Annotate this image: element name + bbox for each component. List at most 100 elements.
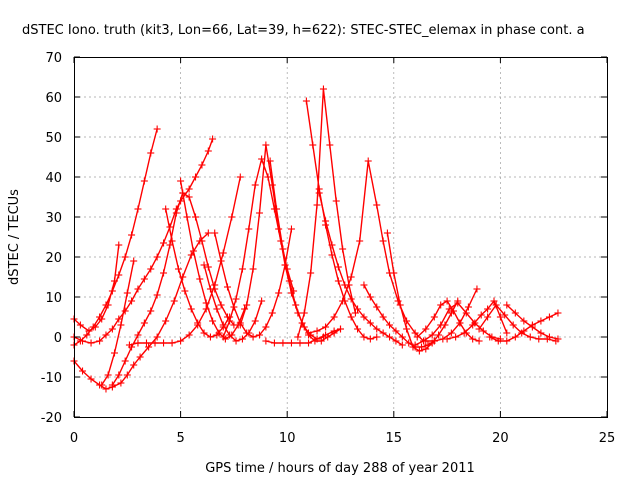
data-point-marker — [392, 327, 400, 335]
data-point-marker — [454, 299, 462, 307]
data-point-marker — [243, 301, 251, 309]
data-point-marker — [287, 339, 295, 347]
series-18-line — [318, 192, 403, 346]
data-point-marker — [76, 321, 84, 329]
data-point-marker — [211, 281, 219, 289]
data-point-marker — [373, 325, 381, 333]
data-point-marker — [142, 339, 150, 347]
data-point-marker — [213, 305, 221, 313]
data-point-marker — [209, 135, 217, 143]
data-point-marker — [160, 269, 168, 277]
data-point-marker — [285, 277, 293, 285]
data-point-marker — [537, 329, 545, 337]
data-point-marker — [490, 297, 498, 305]
data-point-marker — [232, 295, 240, 303]
data-point-marker — [79, 367, 87, 375]
data-point-marker — [386, 333, 394, 341]
data-point-marker — [160, 239, 168, 247]
data-point-marker — [296, 339, 304, 347]
data-point-marker — [198, 161, 206, 169]
data-point-marker — [117, 321, 125, 329]
data-point-marker — [262, 337, 270, 345]
data-point-marker — [130, 257, 138, 265]
data-point-marker — [162, 205, 170, 213]
data-point-marker — [200, 329, 208, 337]
data-point-marker — [117, 379, 125, 387]
data-point-marker — [469, 335, 477, 343]
data-point-marker — [554, 309, 562, 317]
data-point-marker — [104, 301, 112, 309]
data-point-marker — [147, 265, 155, 273]
data-point-marker — [396, 301, 404, 309]
data-point-marker — [130, 361, 138, 369]
data-point-marker — [185, 193, 193, 201]
data-point-marker — [449, 307, 457, 315]
x-axis-label: GPS time / hours of day 288 of year 2011 — [205, 461, 475, 476]
data-point-marker — [422, 337, 430, 345]
data-point-marker — [302, 97, 310, 105]
data-point-marker — [115, 241, 123, 249]
data-point-marker — [123, 289, 131, 297]
data-point-marker — [313, 335, 321, 343]
data-point-marker — [104, 371, 112, 379]
data-point-marker — [204, 147, 212, 155]
data-point-marker — [174, 265, 182, 273]
x-tick-labels: 0 5 10 15 20 25 — [70, 431, 615, 446]
data-point-marker — [452, 333, 460, 341]
data-point-marker — [251, 317, 259, 325]
data-point-marker — [398, 333, 406, 341]
data-point-marker — [172, 209, 180, 217]
data-point-marker — [200, 261, 208, 269]
data-point-marker — [366, 335, 374, 343]
data-point-marker — [115, 371, 123, 379]
data-point-marker — [511, 309, 519, 317]
data-point-marker — [123, 371, 131, 379]
data-point-marker — [238, 265, 246, 273]
data-point-marker — [484, 305, 492, 313]
data-point-marker — [328, 241, 336, 249]
data-point-marker — [366, 293, 374, 301]
data-point-marker — [128, 297, 136, 305]
data-point-marker — [91, 323, 99, 331]
data-point-marker — [219, 249, 227, 257]
data-point-marker — [330, 327, 338, 335]
series-3-line — [73, 138, 214, 344]
data-point-marker — [373, 201, 381, 209]
data-point-marker — [411, 329, 419, 337]
data-point-marker — [192, 213, 200, 221]
data-point-marker — [121, 307, 129, 315]
data-point-marker — [115, 315, 123, 323]
data-point-marker — [87, 375, 95, 383]
x-tick-label: 15 — [386, 431, 403, 446]
data-series — [70, 85, 562, 393]
data-point-marker — [430, 337, 438, 345]
data-point-marker — [268, 181, 276, 189]
data-point-marker — [422, 345, 430, 353]
data-point-marker — [236, 321, 244, 329]
data-point-marker — [443, 297, 451, 305]
data-point-marker — [236, 173, 244, 181]
data-point-marker — [475, 325, 483, 333]
series-14-line — [269, 160, 341, 342]
data-point-marker — [503, 329, 511, 337]
data-point-marker — [187, 305, 195, 313]
x-tick-label: 10 — [279, 431, 296, 446]
data-point-marker — [526, 333, 534, 341]
data-point-marker — [194, 319, 202, 327]
data-point-marker — [509, 321, 517, 329]
series-19-line — [308, 160, 425, 342]
series-1-line — [73, 128, 158, 346]
data-point-marker — [435, 331, 443, 339]
y-tick-label: 40 — [45, 171, 62, 186]
chart-title: dSTEC Iono. truth (kit3, Lon=66, Lat=39,… — [22, 23, 585, 38]
data-point-marker — [537, 317, 545, 325]
data-point-marker — [305, 329, 313, 337]
data-point-marker — [262, 141, 270, 149]
data-point-marker — [501, 311, 509, 319]
data-point-marker — [326, 141, 334, 149]
data-point-marker — [403, 325, 411, 333]
data-point-marker — [215, 329, 223, 337]
data-point-marker — [136, 353, 144, 361]
data-point-marker — [249, 333, 257, 341]
